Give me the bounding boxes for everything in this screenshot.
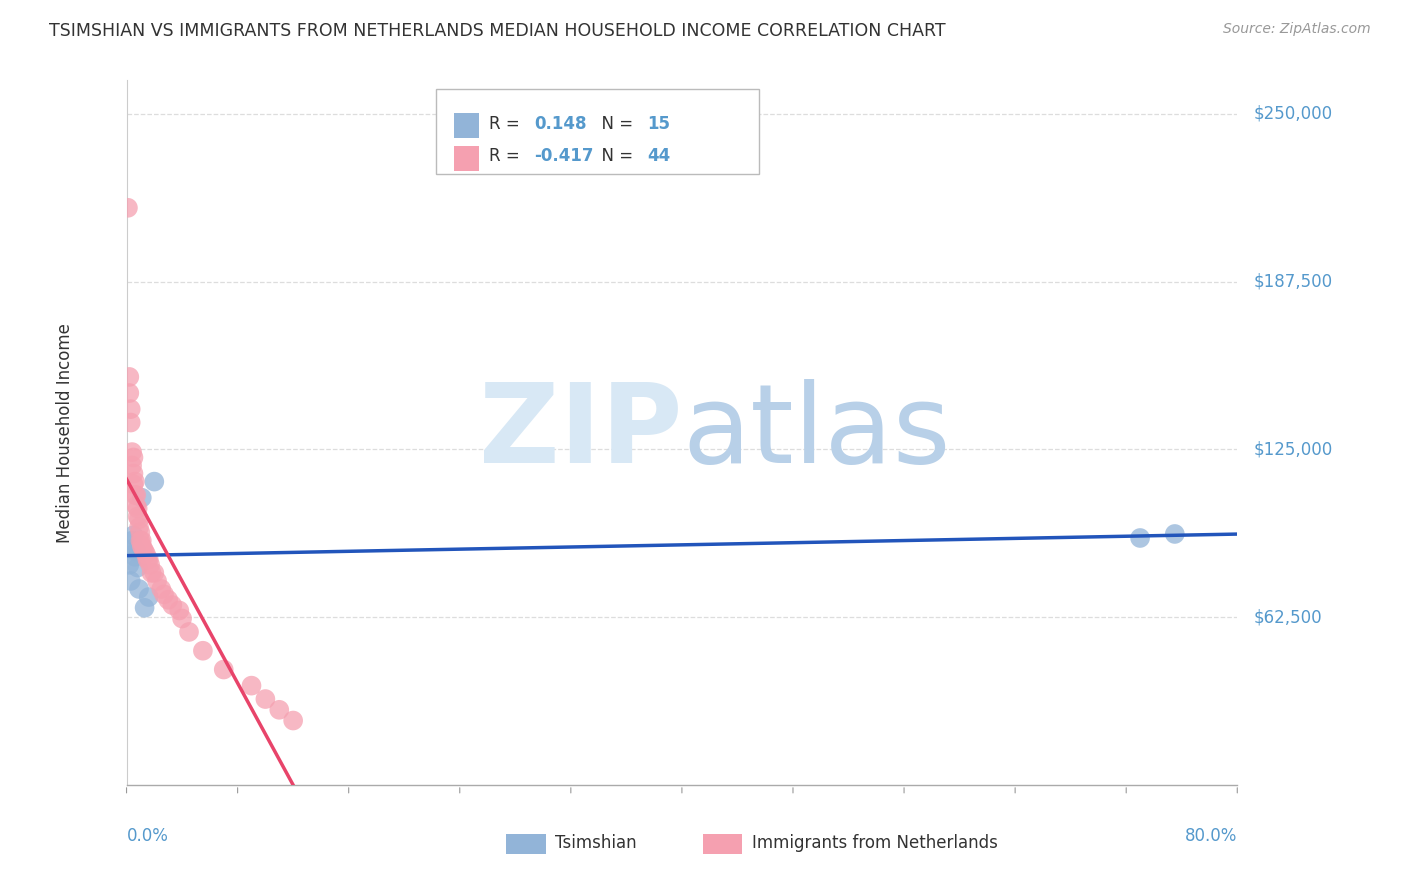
Point <box>177 624 200 639</box>
Text: N =: N = <box>591 147 638 165</box>
Text: 44: 44 <box>647 147 671 165</box>
Point <box>157 592 180 607</box>
Point <box>146 574 169 588</box>
Point <box>117 201 139 215</box>
Point <box>169 603 191 617</box>
Text: Tsimshian: Tsimshian <box>555 834 637 852</box>
Point <box>125 488 148 502</box>
Point <box>134 600 156 615</box>
Point <box>122 541 145 556</box>
Point <box>131 491 153 505</box>
Text: ZIP: ZIP <box>478 379 682 486</box>
Text: Median Household Income: Median Household Income <box>56 323 75 542</box>
Point <box>125 499 148 513</box>
Text: 0.0%: 0.0% <box>127 827 169 846</box>
Point <box>138 590 160 604</box>
Text: $125,000: $125,000 <box>1254 441 1333 458</box>
Point <box>120 402 142 417</box>
Text: R =: R = <box>489 147 526 165</box>
Text: $187,500: $187,500 <box>1254 273 1333 291</box>
Text: 15: 15 <box>647 115 669 133</box>
Point <box>254 692 277 706</box>
Point <box>136 552 159 566</box>
Point <box>143 475 166 489</box>
Point <box>124 488 146 502</box>
Point <box>122 477 145 491</box>
Text: -0.417: -0.417 <box>534 147 593 165</box>
Text: TSIMSHIAN VS IMMIGRANTS FROM NETHERLANDS MEDIAN HOUSEHOLD INCOME CORRELATION CHA: TSIMSHIAN VS IMMIGRANTS FROM NETHERLANDS… <box>49 22 946 40</box>
Point <box>150 582 173 596</box>
Point <box>132 541 155 556</box>
Text: 0.148: 0.148 <box>534 115 586 133</box>
Point <box>191 644 214 658</box>
Point <box>240 679 263 693</box>
Text: $62,500: $62,500 <box>1254 608 1323 626</box>
Point <box>135 547 157 561</box>
Point <box>118 370 141 384</box>
Point <box>269 703 291 717</box>
Point <box>122 467 145 481</box>
Point <box>127 501 149 516</box>
Point <box>1164 527 1187 541</box>
Point <box>172 611 194 625</box>
Point <box>141 566 163 580</box>
Text: Immigrants from Netherlands: Immigrants from Netherlands <box>752 834 998 852</box>
Point <box>124 475 146 489</box>
Point <box>138 552 160 566</box>
Text: 80.0%: 80.0% <box>1185 827 1237 846</box>
Point <box>118 386 141 401</box>
Point <box>127 560 149 574</box>
Point <box>120 416 142 430</box>
Point <box>143 566 166 580</box>
Point <box>1129 531 1152 545</box>
Point <box>120 574 142 588</box>
Text: atlas: atlas <box>682 379 950 486</box>
Point <box>153 587 176 601</box>
Point <box>122 450 145 465</box>
Point <box>128 520 150 534</box>
Point <box>124 549 146 564</box>
Point <box>281 714 304 728</box>
Point <box>121 533 143 548</box>
Text: $250,000: $250,000 <box>1254 105 1333 123</box>
Text: Source: ZipAtlas.com: Source: ZipAtlas.com <box>1223 22 1371 37</box>
Point <box>127 509 149 524</box>
Point <box>128 582 150 596</box>
Point <box>129 533 152 548</box>
Text: R =: R = <box>489 115 526 133</box>
Point <box>162 598 184 612</box>
Point <box>128 512 150 526</box>
Point <box>139 558 162 572</box>
Point <box>212 663 235 677</box>
Point <box>121 445 143 459</box>
Point <box>125 544 148 558</box>
Point <box>131 533 153 548</box>
Point <box>129 525 152 540</box>
Point <box>121 458 143 473</box>
Point <box>131 539 153 553</box>
Point <box>122 528 145 542</box>
Point <box>118 558 141 572</box>
Text: N =: N = <box>591 115 638 133</box>
Point <box>134 544 156 558</box>
